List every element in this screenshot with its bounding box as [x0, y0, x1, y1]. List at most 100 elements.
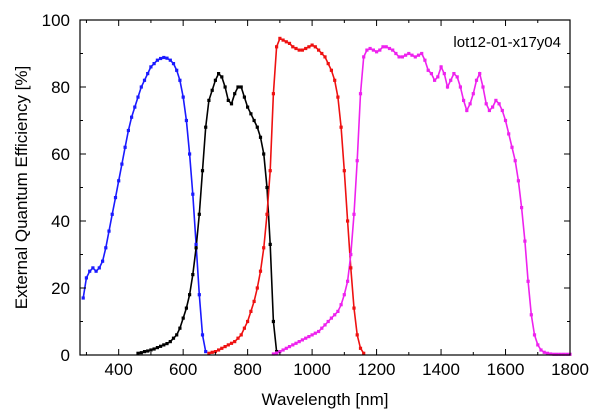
series-4-point — [317, 329, 321, 334]
series-3-point — [287, 41, 292, 45]
series-4-point — [346, 279, 350, 283]
series-4-point — [484, 102, 488, 106]
series-4-point — [436, 75, 440, 79]
series-4-point — [291, 343, 295, 347]
series-4-point — [555, 352, 559, 356]
series-3-point — [271, 92, 275, 96]
series-1-point — [113, 196, 118, 200]
series-4-point — [368, 46, 372, 51]
series-4-point — [491, 105, 495, 109]
series-1-point — [171, 62, 176, 66]
series-2-point — [184, 306, 188, 310]
series-3-point — [281, 38, 285, 42]
x-tick-label: 1600 — [487, 360, 525, 379]
series-2-point — [188, 293, 192, 297]
series-2-point — [268, 242, 272, 246]
series-2-point — [255, 125, 259, 129]
series-4-point — [462, 98, 466, 102]
series-4-point — [481, 85, 485, 89]
series-2-point — [152, 347, 156, 351]
series-2-point — [265, 185, 269, 190]
series-3-point — [236, 336, 240, 340]
series-4-point — [355, 159, 359, 163]
series-line-2 — [137, 72, 278, 355]
series-3-point — [220, 346, 224, 350]
series-2-point — [142, 350, 147, 354]
series-4-point — [552, 352, 556, 356]
series-1-point — [136, 95, 140, 99]
series-2-point — [262, 152, 266, 156]
series-4-point — [304, 336, 308, 340]
series-2-point — [171, 336, 176, 340]
series-3-point — [258, 269, 263, 273]
series-3-point — [275, 45, 279, 49]
series-3-point — [300, 48, 304, 52]
series-2-point — [149, 348, 153, 352]
series-3-point — [255, 286, 259, 290]
series-1-point — [159, 56, 163, 61]
series-4-point — [455, 75, 459, 79]
series-2-point — [229, 102, 234, 106]
series-3-point — [229, 341, 234, 345]
series-3-point — [213, 350, 217, 354]
series-1-point — [126, 128, 130, 133]
series-2-point — [139, 351, 143, 355]
series-4-point — [300, 338, 304, 342]
x-tick-label: 400 — [104, 360, 132, 379]
series-4-point — [342, 293, 346, 297]
series-4-point — [384, 45, 388, 49]
series-3-point — [242, 326, 246, 330]
series-3-point — [355, 333, 359, 337]
series-4-point — [333, 313, 337, 317]
series-2-point — [146, 349, 150, 353]
series-4-point — [465, 108, 469, 113]
x-tick-label: 800 — [233, 360, 261, 379]
series-2-point — [258, 135, 263, 139]
series-4-point — [275, 351, 279, 355]
series-3-point — [320, 51, 324, 56]
series-4-point — [445, 85, 450, 89]
series-1-point — [97, 266, 101, 270]
series-4-point — [565, 352, 569, 356]
series-2-point — [210, 88, 214, 92]
series-4-point — [404, 53, 408, 57]
series-4-point — [439, 65, 443, 69]
series-4-point — [284, 346, 288, 350]
series-2-point — [236, 85, 240, 89]
series-2-point — [175, 333, 179, 337]
series-4-point — [452, 72, 456, 76]
series-4-point — [494, 98, 498, 102]
chart-annotation: lot12-01-x17y04 — [453, 34, 561, 51]
series-4-point — [507, 132, 511, 136]
series-4-point — [536, 343, 540, 347]
x-tick-label: 600 — [169, 360, 197, 379]
series-3-point — [207, 351, 211, 355]
series-4-point — [391, 48, 395, 52]
series-1-point — [194, 242, 198, 246]
series-4-point — [500, 108, 504, 113]
series-4-point — [307, 335, 311, 339]
series-2-point — [246, 105, 250, 109]
x-axis-label: Wavelength [nm] — [262, 390, 389, 409]
series-4-point — [287, 345, 292, 349]
series-3-point — [233, 340, 237, 344]
series-4-point — [339, 303, 343, 307]
series-4-point — [294, 341, 298, 345]
series-4-point — [513, 159, 517, 163]
series-3-point — [339, 125, 343, 129]
series-4-point — [320, 326, 324, 330]
series-1-point — [117, 179, 121, 183]
series-4-point — [281, 348, 285, 352]
series-1-point — [204, 350, 208, 354]
series-1-point — [81, 296, 85, 300]
series-2-point — [194, 246, 198, 250]
series-2-point — [178, 326, 182, 330]
series-4-point — [520, 206, 524, 210]
series-4-point — [458, 85, 462, 89]
series-3-point — [307, 45, 311, 49]
series-3-point — [313, 45, 317, 49]
series-4-point — [474, 78, 479, 82]
series-4-point — [326, 319, 330, 324]
series-3-point — [226, 343, 230, 347]
